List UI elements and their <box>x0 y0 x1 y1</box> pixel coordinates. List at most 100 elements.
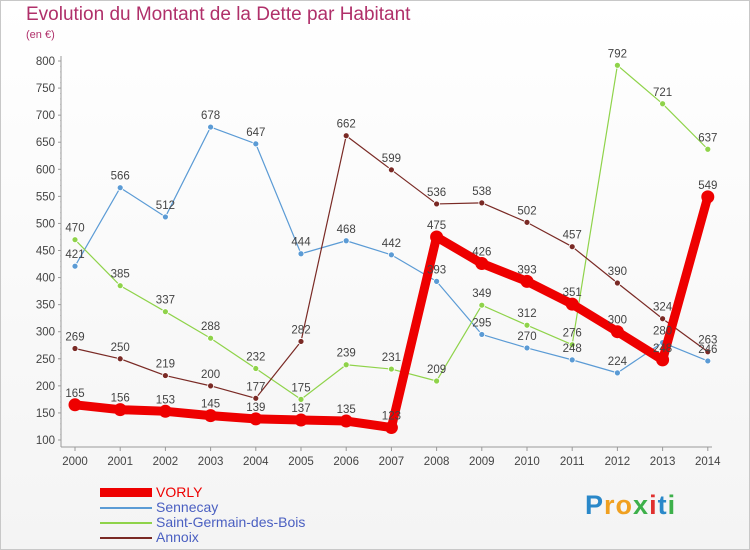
x-tick-label: 2013 <box>650 456 676 468</box>
legend-label: Saint-Germain-des-Bois <box>156 514 306 530</box>
data-point <box>614 61 621 69</box>
data-point <box>656 353 670 367</box>
data-point <box>523 218 531 226</box>
legend-item: VORLY <box>100 485 305 500</box>
y-tick-label: 800 <box>36 56 55 68</box>
y-tick-label: 400 <box>36 273 55 285</box>
data-point <box>161 372 169 379</box>
data-point <box>116 282 124 290</box>
data-point <box>433 377 441 385</box>
data-point <box>387 251 395 259</box>
y-tick-label: 150 <box>36 408 55 420</box>
data-label: 165 <box>65 388 84 400</box>
data-point <box>433 200 441 208</box>
data-label: 426 <box>472 246 491 258</box>
data-point <box>384 421 398 435</box>
data-point <box>297 395 305 403</box>
x-tick-label: 2002 <box>153 456 179 468</box>
data-point <box>610 325 624 339</box>
data-point <box>204 409 218 423</box>
x-tick-label: 2006 <box>333 456 359 468</box>
data-label: 276 <box>563 328 582 340</box>
legend-item: Annoix <box>100 530 305 545</box>
data-point <box>659 315 666 323</box>
data-label: 349 <box>472 288 491 300</box>
data-point <box>68 398 82 412</box>
y-tick-label: 100 <box>36 435 55 447</box>
data-point <box>387 166 395 174</box>
data-label: 219 <box>156 359 175 371</box>
x-tick-label: 2008 <box>424 456 450 468</box>
data-label: 246 <box>698 344 717 356</box>
data-label: 637 <box>698 132 717 144</box>
data-point <box>475 256 489 270</box>
x-tick-label: 2001 <box>107 456 133 468</box>
data-point <box>158 404 172 418</box>
legend-label: Annoix <box>156 529 199 545</box>
x-tick-label: 2003 <box>198 456 224 468</box>
data-label: 393 <box>517 264 536 276</box>
data-point <box>71 236 79 244</box>
data-point <box>478 331 486 338</box>
x-tick-label: 2011 <box>560 456 585 468</box>
data-label: 351 <box>563 287 582 299</box>
data-label: 200 <box>201 369 220 381</box>
data-point <box>478 199 486 207</box>
data-point <box>523 344 531 352</box>
data-point <box>113 403 127 417</box>
legend-item: Saint-Germain-des-Bois <box>100 515 305 530</box>
logo-letter: i <box>649 490 658 520</box>
x-tick-label: 2005 <box>288 456 314 468</box>
data-point <box>342 237 350 245</box>
data-point <box>71 345 79 352</box>
data-label: 324 <box>653 302 673 314</box>
data-point <box>568 341 576 349</box>
legend-label: Sennecay <box>156 499 219 515</box>
data-label: 232 <box>246 352 265 364</box>
chart-title: Evolution du Montant de la Dette par Hab… <box>26 4 411 25</box>
data-label: 470 <box>65 223 84 235</box>
data-label: 312 <box>517 308 536 320</box>
data-label: 248 <box>653 343 672 355</box>
data-label: 175 <box>291 382 310 394</box>
data-point <box>430 230 444 244</box>
x-tick-label: 2007 <box>379 456 405 468</box>
data-point <box>568 243 576 251</box>
data-point <box>704 357 712 365</box>
data-label: 145 <box>201 399 220 411</box>
data-label: 239 <box>337 348 356 360</box>
data-point <box>614 369 621 377</box>
data-point <box>478 301 486 309</box>
data-point <box>207 123 215 131</box>
data-point <box>565 297 579 311</box>
data-point <box>701 190 715 204</box>
data-label: 421 <box>65 249 84 261</box>
data-label: 647 <box>246 127 265 139</box>
x-tick-label: 2000 <box>62 456 88 468</box>
data-point <box>294 413 308 427</box>
data-point <box>207 382 215 390</box>
data-label: 270 <box>517 331 536 343</box>
data-label: 444 <box>291 237 311 249</box>
data-label: 721 <box>653 87 672 99</box>
data-label: 502 <box>517 205 536 217</box>
data-label: 337 <box>156 295 175 307</box>
y-tick-label: 350 <box>36 300 55 312</box>
data-label: 536 <box>427 187 446 199</box>
data-label: 385 <box>111 269 130 281</box>
data-point <box>207 334 215 342</box>
data-point <box>116 355 124 363</box>
data-point <box>433 277 441 285</box>
legend-label: VORLY <box>156 484 203 500</box>
data-point <box>249 412 263 426</box>
data-point <box>342 132 350 140</box>
y-tick-label: 600 <box>36 164 55 176</box>
data-label: 139 <box>246 402 265 414</box>
x-tick-label: 2009 <box>469 456 495 468</box>
y-tick-label: 450 <box>36 246 55 258</box>
logo-letter: x <box>633 490 650 520</box>
data-point <box>297 338 305 345</box>
data-label: 662 <box>337 119 356 131</box>
logo-letter: o <box>615 490 634 520</box>
